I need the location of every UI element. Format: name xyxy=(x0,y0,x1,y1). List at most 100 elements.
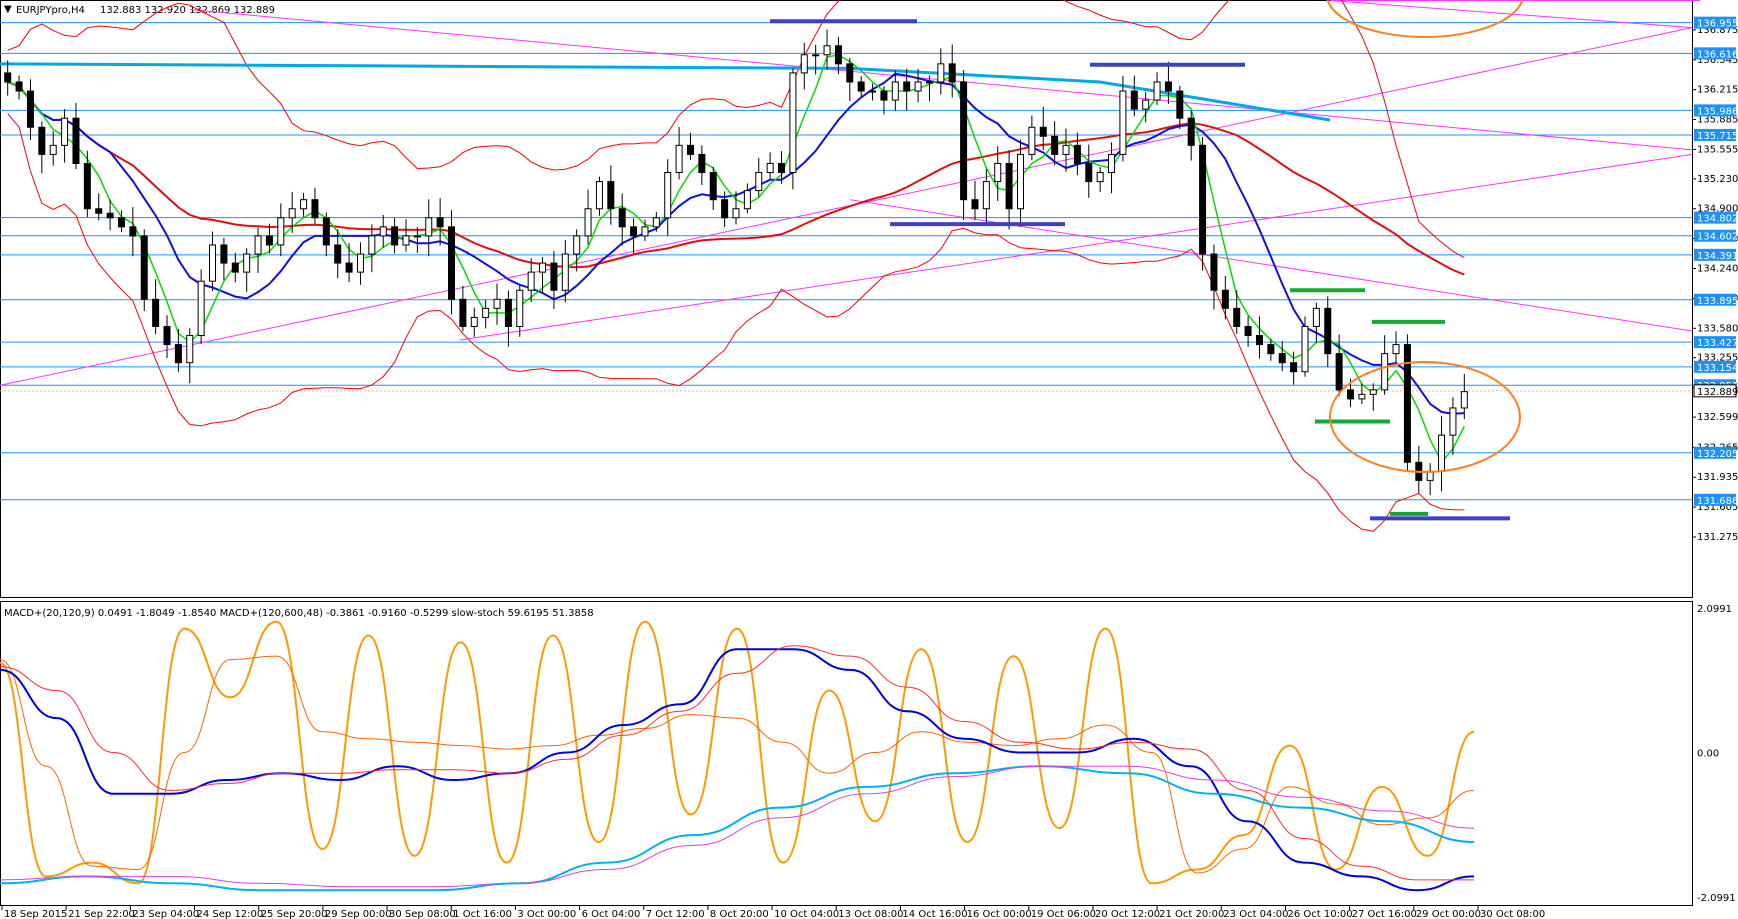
price-axis: 136.875 136.545 136.215 135.885 135.555 135.2… xyxy=(1692,25,1738,543)
candle-body xyxy=(1358,393,1366,400)
level-label: 132.205 xyxy=(1697,449,1738,460)
candle-body xyxy=(117,217,125,228)
level-label-bg xyxy=(1694,211,1736,224)
candle-body xyxy=(49,144,57,155)
candle-body xyxy=(1301,325,1309,373)
candle-body xyxy=(1028,126,1036,155)
time-tick-label: 23 Oct 04:00 xyxy=(1223,909,1288,919)
candle-body xyxy=(1278,353,1286,364)
candle-body xyxy=(607,181,615,210)
indicator-header: MACD+(20,120,9) 0.0491 -1.8049 -1.8540 M… xyxy=(4,608,594,619)
candle-body xyxy=(1233,307,1241,327)
candle-body xyxy=(1369,389,1377,395)
candle-body xyxy=(584,208,592,237)
candle-body xyxy=(1324,307,1332,355)
candle-body xyxy=(1108,153,1116,174)
level-label-bg xyxy=(1694,336,1736,349)
candle-body xyxy=(595,181,603,210)
candle-body xyxy=(755,172,763,192)
level-label: 136.955 xyxy=(1697,19,1738,30)
candle-body xyxy=(1016,153,1024,210)
candlesticks xyxy=(4,29,1468,496)
price-tick-label: 132.599 xyxy=(1697,412,1738,423)
price-tick-label: 133.255 xyxy=(1697,353,1738,364)
time-tick-label: 21 Oct 20:00 xyxy=(1159,909,1224,919)
candle-body xyxy=(698,153,706,174)
candle-body xyxy=(61,117,69,146)
price-tick-label: 131.275 xyxy=(1697,532,1738,543)
highlight-circle xyxy=(1329,361,1521,474)
candle-body xyxy=(482,307,490,318)
candle-body xyxy=(231,262,239,273)
candle-body xyxy=(630,226,638,237)
time-tick-label: 3 Oct 00:00 xyxy=(517,909,576,919)
candle-body xyxy=(971,199,979,210)
price-tick-label: 135.885 xyxy=(1697,115,1738,126)
indicator-tick-label: 0.00 xyxy=(1697,749,1719,760)
price-tick-label: 135.230 xyxy=(1697,174,1738,185)
price-tick-label: 133.580 xyxy=(1697,323,1738,334)
candle-body xyxy=(1347,389,1355,400)
candle-body xyxy=(1221,289,1229,309)
indicator-tick-label: 2.0991 xyxy=(1697,604,1732,615)
candle-body xyxy=(1005,162,1013,210)
candle-body xyxy=(197,280,205,337)
time-tick-label: 14 Oct 16:00 xyxy=(902,909,967,919)
indicator-tick-label: -2.0991 xyxy=(1697,893,1736,904)
candle-body xyxy=(1438,434,1446,472)
candle-body xyxy=(800,54,808,74)
candle-body xyxy=(1267,344,1275,355)
symbol-label: EURJPYpro,H4 xyxy=(16,5,85,16)
candle-body xyxy=(15,81,23,92)
candle-body xyxy=(857,81,865,92)
time-tick-label: 29 Sep 00:00 xyxy=(325,909,392,919)
indicator-axis: 2.0991 0.00 -2.0991 xyxy=(1697,604,1736,904)
candle-body xyxy=(129,226,137,237)
candle-body xyxy=(641,226,649,237)
time-tick-label: 8 Oct 20:00 xyxy=(710,909,769,919)
candle-body xyxy=(1381,353,1389,391)
candle-body xyxy=(573,235,581,255)
level-label: 131.686 xyxy=(1697,496,1738,507)
candle-body xyxy=(789,72,797,174)
level-label: 133.427 xyxy=(1697,338,1738,349)
candle-body xyxy=(1460,391,1468,409)
level-label: 133.895 xyxy=(1697,296,1738,307)
trendlines xyxy=(0,0,1700,386)
candle-body xyxy=(368,235,376,255)
level-label: 135.715 xyxy=(1697,131,1738,142)
ma-long-line xyxy=(0,62,1331,122)
indicator-signal-line xyxy=(0,655,1475,874)
candle-body xyxy=(1210,253,1218,291)
candle-body xyxy=(1392,344,1400,355)
collapse-arrow-icon[interactable]: ▼ xyxy=(4,4,12,15)
candle-body xyxy=(504,298,512,327)
candle-body xyxy=(459,298,467,327)
candle-body xyxy=(300,199,308,210)
time-tick-label: 21 Sep 22:00 xyxy=(68,909,135,919)
candle-body xyxy=(448,226,456,300)
candle-body xyxy=(1073,144,1081,164)
candle-body xyxy=(1130,90,1138,110)
candle-body xyxy=(1096,172,1104,183)
candle-body xyxy=(140,235,148,300)
candle-body xyxy=(812,54,820,57)
candle-body xyxy=(425,217,433,237)
time-tick-label: 13 Oct 08:00 xyxy=(838,909,903,919)
candle-body xyxy=(652,217,660,228)
candle-body xyxy=(743,190,751,210)
level-label: 134.602 xyxy=(1697,232,1738,243)
candle-body xyxy=(38,126,46,155)
time-tick-label: 23 Sep 04:00 xyxy=(132,909,199,919)
trendline xyxy=(0,27,1693,386)
candle-body xyxy=(106,212,114,219)
candle-body xyxy=(550,262,558,291)
price-tick-label: 136.215 xyxy=(1697,85,1738,96)
level-label: 133.154 xyxy=(1697,363,1738,374)
level-label-bg xyxy=(1694,128,1736,141)
candle-body xyxy=(960,81,968,201)
candle-body xyxy=(664,172,672,219)
time-tick-label: 30 Oct 08:00 xyxy=(1480,909,1545,919)
